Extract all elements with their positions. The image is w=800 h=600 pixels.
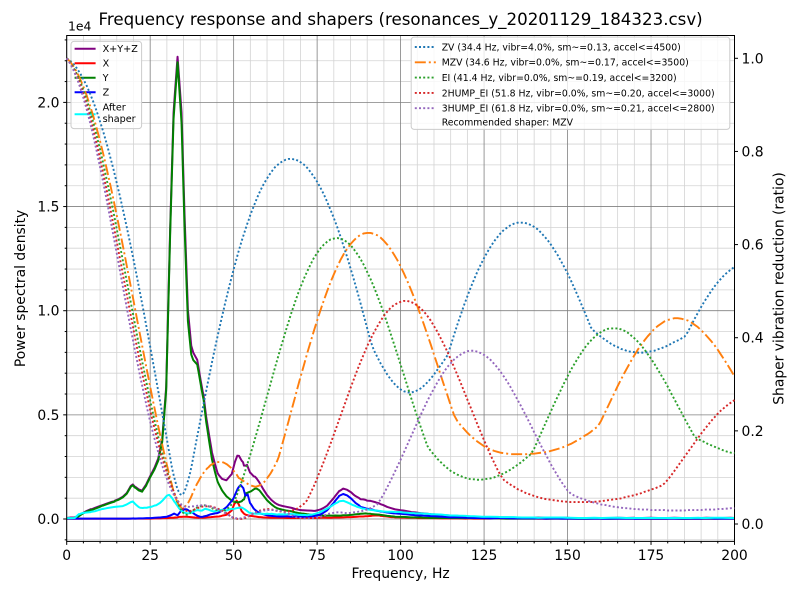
legend-left-label: After [103, 103, 126, 114]
x-tick-label: 25 [141, 548, 159, 564]
chart-title: Frequency response and shapers (resonanc… [99, 10, 703, 30]
x-axis-label: Frequency, Hz [351, 566, 449, 582]
x-tick-label: 50 [225, 548, 243, 564]
y-axis-label-left: Power spectral density [13, 210, 29, 367]
legend-left-label: Y [102, 73, 109, 84]
legend-left-label: shaper [103, 114, 136, 125]
legend-left-label: X [103, 59, 110, 70]
legend-left-label: Z [103, 88, 110, 99]
x-tick-label: 125 [471, 548, 497, 564]
x-tick-label: 100 [387, 548, 413, 564]
x-tick-label: 200 [721, 548, 747, 564]
x-tick-label: 150 [554, 548, 580, 564]
x-tick-label: 0 [62, 548, 71, 564]
x-tick-label: 175 [638, 548, 664, 564]
tick-labels: 0 25 50 75 100 125 150 175 200 0.0 0.5 1.0 1.5 2.0 0.0… [37, 51, 763, 564]
y-right-tick-label: 0.8 [742, 144, 764, 160]
y-right-tick-label: 0.2 [742, 424, 764, 440]
y-left-tick-label: 0.5 [37, 408, 59, 424]
y-right-tick-label: 0.6 [742, 238, 764, 254]
y-axis-label-right: Shaper vibration reduction (ratio) [772, 172, 788, 405]
y-right-tick-label: 0.0 [742, 517, 764, 533]
y-left-tick-label: 0.0 [37, 512, 59, 528]
x-tick-label: 75 [308, 548, 326, 564]
y-right-tick-label: 1.0 [742, 51, 764, 67]
y-right-tick-label: 0.4 [742, 331, 764, 347]
y-left-tick-label: 1.0 [37, 304, 59, 320]
y-axis-offset-text: 1e4 [68, 19, 92, 34]
y-left-tick-label: 1.5 [37, 200, 59, 216]
y-left-tick-label: 2.0 [37, 95, 59, 111]
legend-left-label: X+Y+Z [103, 44, 139, 55]
